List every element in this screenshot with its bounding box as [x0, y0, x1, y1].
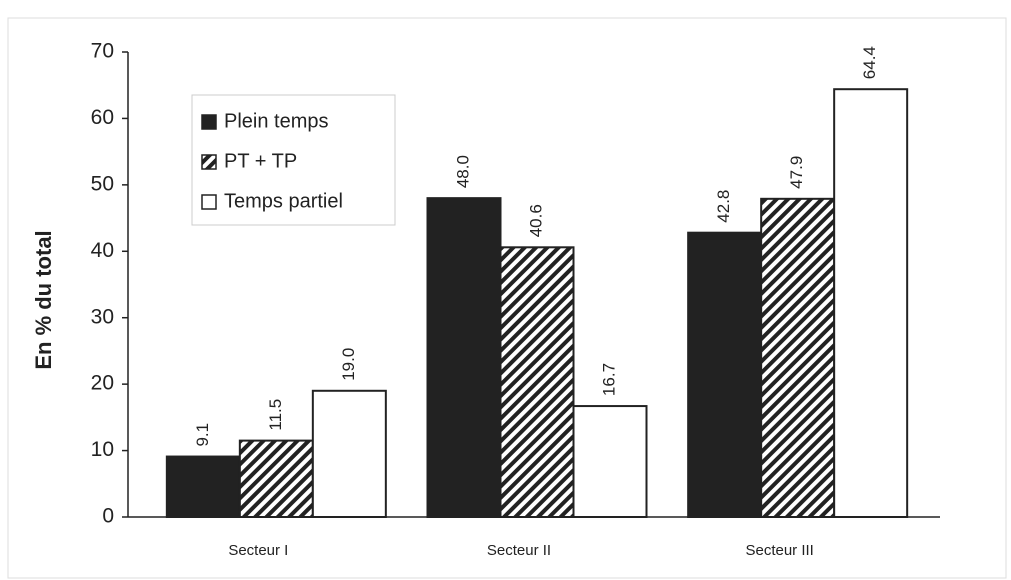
value-label: 19.0	[339, 348, 358, 381]
y-tick-label: 20	[91, 372, 114, 395]
x-tick-label: Secteur III	[745, 542, 813, 559]
legend-swatch	[201, 194, 217, 210]
y-tick-label: 50	[91, 172, 114, 195]
value-label: 64.4	[860, 46, 879, 79]
legend-label: Temps partiel	[224, 190, 343, 212]
bar	[572, 405, 648, 519]
bar	[311, 389, 387, 518]
y-tick-label: 70	[91, 40, 114, 63]
value-label: 47.9	[787, 156, 806, 189]
bar	[687, 231, 763, 519]
bar	[833, 88, 909, 518]
bar	[165, 455, 241, 518]
bar	[499, 246, 575, 519]
y-tick-label: 60	[91, 106, 114, 129]
value-label: 9.1	[193, 423, 212, 447]
bar	[760, 197, 836, 519]
value-label: 42.8	[714, 190, 733, 223]
y-tick-label: 40	[91, 239, 114, 262]
bar	[426, 197, 502, 518]
value-label: 16.7	[599, 363, 618, 396]
value-label: 11.5	[266, 399, 285, 431]
x-tick-label: Secteur I	[228, 542, 288, 559]
y-tick-label: 30	[91, 305, 114, 328]
y-axis-label: En % du total	[31, 230, 56, 369]
value-label: 40.6	[526, 204, 545, 237]
legend-swatch	[201, 114, 217, 130]
legend-label: PT + TP	[224, 150, 297, 172]
legend-label: Plein temps	[224, 110, 329, 132]
y-tick-label: 10	[91, 438, 114, 461]
y-tick-label: 0	[102, 505, 114, 528]
value-label: 48.0	[453, 155, 472, 188]
frame	[7, 17, 1007, 579]
legend-box	[191, 94, 396, 226]
legend-swatch	[201, 154, 217, 170]
bar	[238, 439, 314, 519]
x-tick-label: Secteur II	[487, 542, 551, 559]
